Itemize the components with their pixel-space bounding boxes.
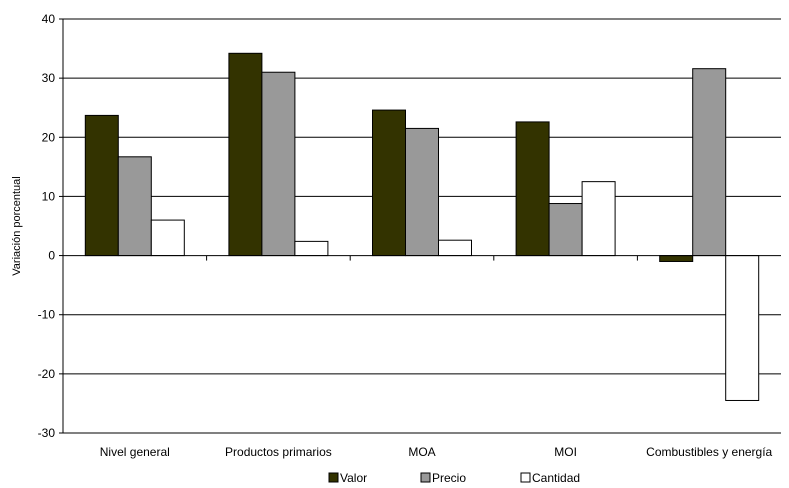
bar-precio-0 <box>117 156 152 257</box>
bar-cantidad-4 <box>725 255 760 401</box>
bar-cantidad-1 <box>294 240 329 257</box>
legend-swatch-cantidad <box>520 472 531 483</box>
bar-precio-3 <box>548 203 583 257</box>
y-tick-label: 40 <box>42 12 56 26</box>
bars <box>84 52 760 401</box>
bar-valor-3 <box>515 121 550 257</box>
axes <box>59 18 781 434</box>
legend-label-cantidad: Cantidad <box>532 471 580 485</box>
labels: 40 30 20 10 0 -10 -20 -30 Nivel general Productos… <box>38 12 773 459</box>
y-tick-label: 30 <box>42 71 56 85</box>
bar-precio-4 <box>692 68 727 257</box>
legend: Valor Precio Cantidad <box>328 471 580 485</box>
bar-valor-4 <box>659 255 694 262</box>
y-tick-label: 10 <box>42 189 56 203</box>
y-tick-label: -10 <box>38 308 56 322</box>
x-category-label: Combustibles y energía <box>646 445 772 459</box>
y-axis-title: Variación porcentual <box>11 176 23 275</box>
bar-cantidad-2 <box>438 239 472 257</box>
bar-precio-1 <box>261 71 296 257</box>
legend-label-precio: Precio <box>432 471 466 485</box>
legend-swatch-precio <box>420 472 431 483</box>
bar-valor-2 <box>372 109 406 257</box>
bar-cantidad-3 <box>581 181 616 257</box>
y-tick-label: 0 <box>48 249 55 263</box>
bar-cantidad-0 <box>150 219 185 257</box>
y-tick-label: -20 <box>38 367 56 381</box>
x-category-label: Productos primarios <box>225 445 332 459</box>
y-tick-label: 20 <box>42 130 56 144</box>
legend-swatch-valor <box>328 472 339 483</box>
bar-valor-1 <box>228 52 263 257</box>
x-category-label: Nivel general <box>100 445 170 459</box>
x-category-label: MOI <box>554 445 577 459</box>
legend-label-valor: Valor <box>340 471 367 485</box>
x-category-label: MOA <box>408 445 435 459</box>
y-tick-label: -30 <box>38 426 56 440</box>
bar-valor-0 <box>84 114 119 257</box>
bar-precio-2 <box>405 127 439 257</box>
